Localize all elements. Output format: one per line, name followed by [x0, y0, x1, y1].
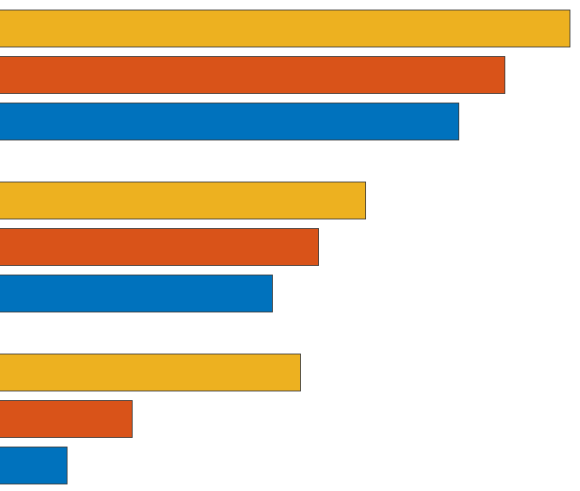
- bar: [0, 274, 273, 313]
- bar: [0, 353, 301, 392]
- bar: [0, 400, 133, 438]
- bar: [0, 181, 367, 220]
- bar: [0, 9, 571, 48]
- bar: [0, 228, 319, 266]
- bar: [0, 102, 460, 141]
- bar: [0, 446, 68, 485]
- bar: [0, 56, 506, 94]
